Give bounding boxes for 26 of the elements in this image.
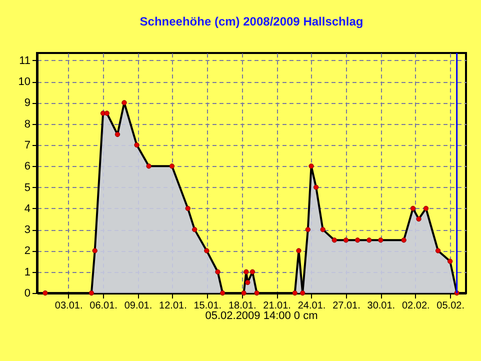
y-tick-label: 3	[24, 224, 30, 236]
x-tick-label: 21.01.	[263, 300, 291, 312]
x-tick-label: 05.02.	[436, 300, 464, 312]
x-tick-label: 24.01.	[298, 300, 326, 312]
x-tick-label: 09.01.	[124, 300, 152, 312]
x-tick-label: 02.02.	[402, 300, 430, 312]
y-tick-label: 0	[24, 288, 30, 300]
y-tick-label: 5	[24, 182, 30, 194]
x-tick-label: 12.01.	[159, 300, 187, 312]
y-tick-label: 1	[24, 266, 30, 278]
chart-title: Schneehöhe (cm) 2008/2009 Hallschlag	[140, 14, 364, 28]
x-tick-label: 18.01.	[228, 300, 256, 312]
x-tick-label: 15.01.	[194, 300, 222, 312]
y-tick-label: 6	[24, 160, 30, 173]
y-tick-label: 7	[24, 139, 30, 152]
y-tick-label: 4	[24, 202, 30, 215]
text: 05.02.2009 14:00 0 cm	[205, 310, 318, 322]
y-tick-label: 10	[18, 76, 30, 88]
y-tick-label: 11	[19, 54, 30, 67]
y-tick-label: 9	[24, 97, 30, 110]
x-tick-label: 06.01.	[90, 300, 118, 312]
x-tick-label: 03.01.	[54, 300, 83, 312]
x-tick-label: 30.01.	[367, 300, 396, 312]
x-tick-label: 27.01.	[332, 300, 360, 312]
y-tick-label: 8	[24, 118, 30, 130]
y-tick-label: 2	[24, 245, 30, 258]
